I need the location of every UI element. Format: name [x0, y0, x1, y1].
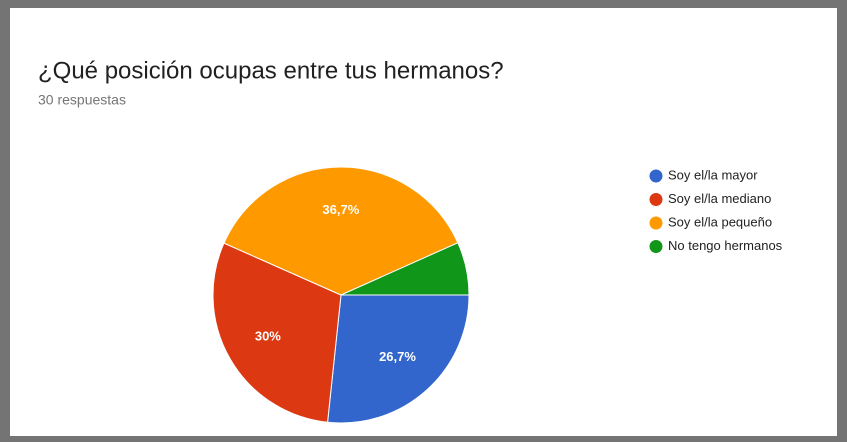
legend-swatch — [649, 169, 663, 183]
pie-slice — [340, 242, 470, 296]
legend-label: No tengo hermanos — [668, 238, 783, 253]
chart-title: ¿Qué posición ocupas entre tus hermanos? — [38, 57, 504, 84]
legend-label: Soy el/la mediano — [668, 191, 771, 206]
legend-swatch — [649, 240, 663, 253]
data-label: 26,7% — [379, 349, 416, 364]
pie-slice — [212, 242, 342, 423]
chart-card: ¿Qué posición ocupas entre tus hermanos?… — [10, 8, 837, 436]
legend-label: Soy el/la pequeño — [668, 214, 772, 229]
legend-label: Soy el/la mayor — [668, 167, 758, 182]
pie-slice — [327, 294, 470, 424]
legend-swatch — [649, 193, 663, 206]
pie-slice — [223, 166, 459, 296]
data-label: 36,7% — [322, 202, 359, 217]
legend-swatch — [649, 216, 663, 230]
data-label: 30% — [255, 329, 281, 344]
chart-subtitle: 30 respuestas — [38, 92, 126, 108]
